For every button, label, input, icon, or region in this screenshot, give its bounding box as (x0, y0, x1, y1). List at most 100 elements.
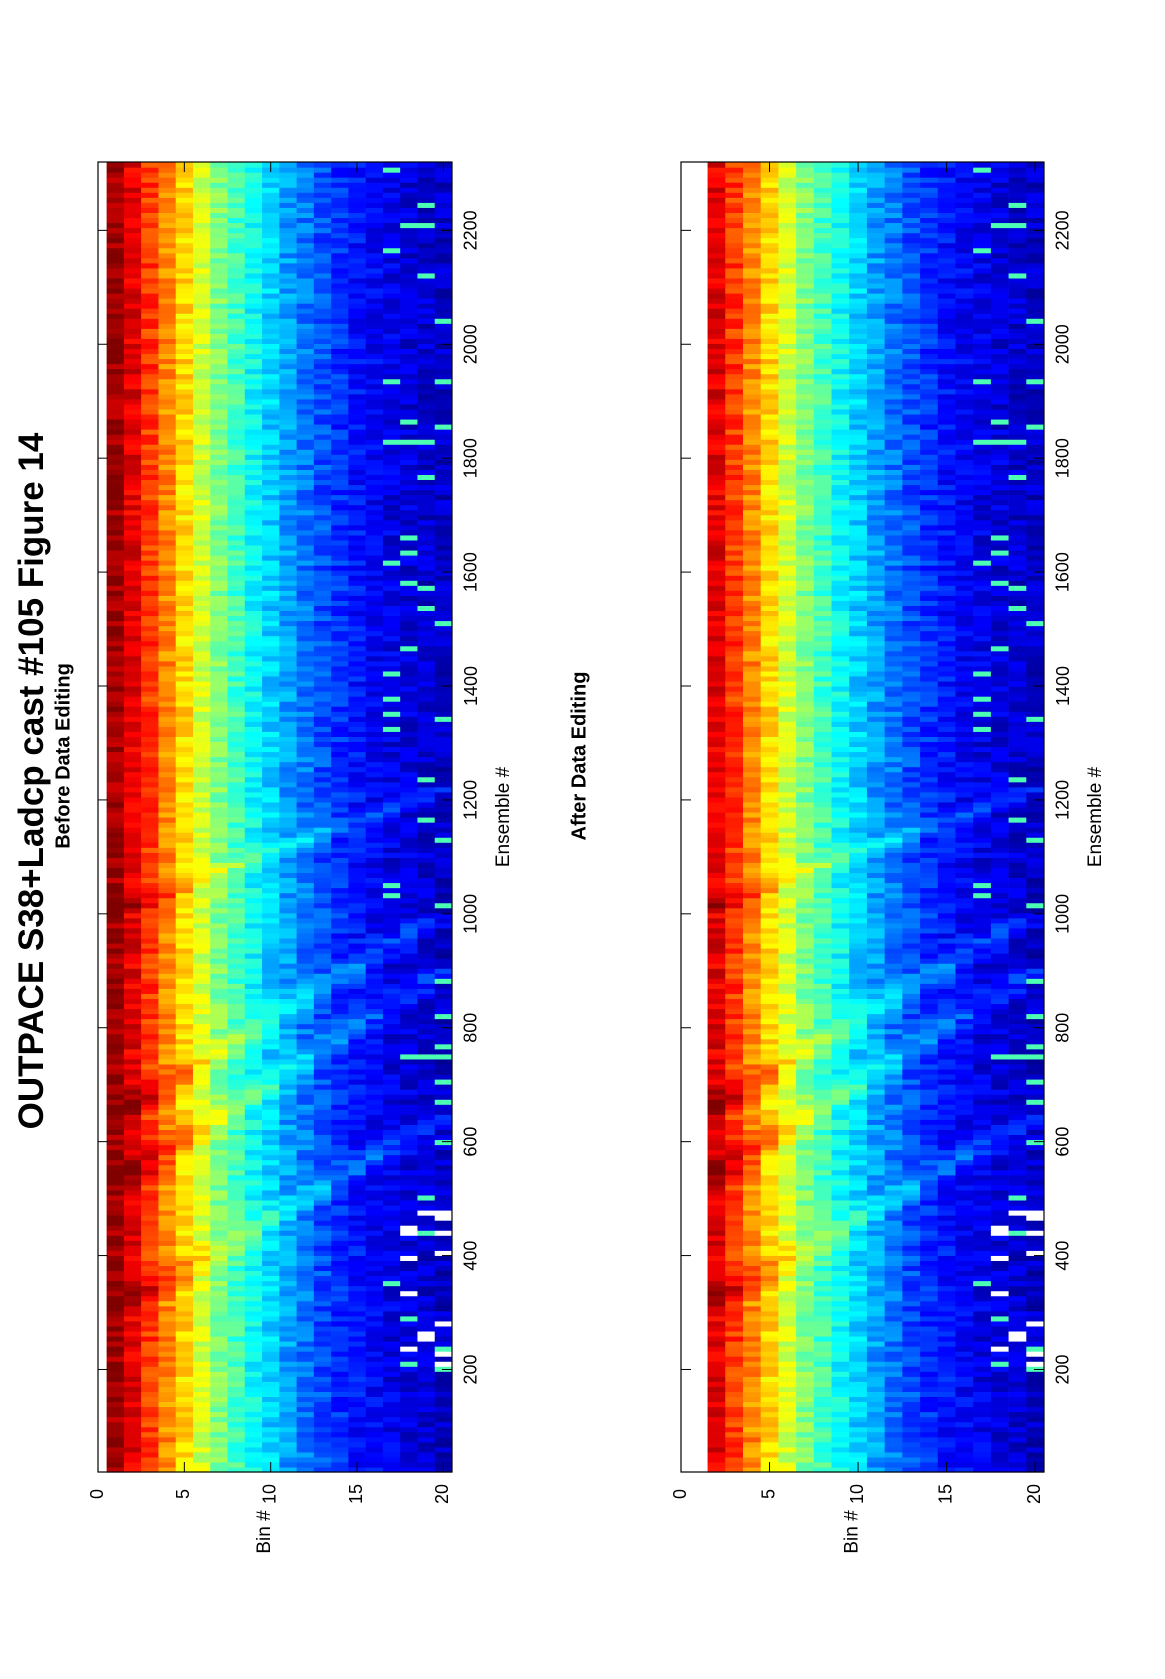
heatmap-cell (365, 267, 384, 274)
heatmap-cell (210, 1245, 228, 1251)
heatmap-cell (175, 832, 194, 838)
heatmap-cell (227, 660, 246, 667)
heatmap-cell (123, 817, 142, 823)
heatmap-cell (106, 776, 125, 783)
heatmap-cell (158, 1310, 177, 1317)
heatmap-cell (158, 479, 177, 486)
heatmap-cell (227, 1401, 246, 1408)
heatmap-cell (331, 434, 349, 440)
heatmap-cell (400, 1204, 418, 1211)
heatmap-cell (365, 1215, 384, 1221)
heatmap-cell (331, 811, 349, 818)
heatmap-cell (192, 544, 211, 551)
heatmap-cell (296, 1320, 315, 1327)
heatmap-cell (244, 736, 263, 743)
heatmap-cell (141, 922, 159, 929)
heatmap-cell (382, 408, 401, 415)
heatmap-cell (296, 771, 315, 778)
heatmap-cell (210, 555, 228, 561)
heatmap-cell (106, 408, 125, 415)
heatmap-cell (192, 1386, 211, 1392)
heatmap-cell (192, 1361, 211, 1367)
heatmap-cell (313, 872, 332, 879)
heatmap-cell (434, 610, 453, 617)
heatmap-cell (262, 1426, 280, 1433)
heatmap-cell (434, 973, 453, 979)
heatmap-cell (417, 555, 436, 561)
heatmap-cell (175, 434, 194, 440)
heatmap-cell (313, 383, 332, 390)
heatmap-cell (331, 1376, 349, 1382)
heatmap-cell (210, 1341, 228, 1347)
heatmap-cell (123, 625, 142, 632)
heatmap-cell (175, 1084, 194, 1090)
heatmap-cell (417, 580, 436, 586)
heatmap-cell (365, 1194, 384, 1201)
heatmap-cell (400, 343, 418, 350)
heatmap-cell (365, 847, 384, 853)
heatmap-cell (244, 1466, 263, 1473)
heatmap-cell (365, 1094, 384, 1100)
heatmap-cell (106, 731, 125, 737)
heatmap-cell (192, 1255, 211, 1261)
heatmap-cell (296, 585, 315, 591)
heatmap-cell (262, 1210, 280, 1216)
heatmap-cell (382, 565, 401, 571)
heatmap-cell (192, 817, 211, 823)
heatmap-cell (262, 1068, 280, 1075)
heatmap-cell (158, 781, 177, 788)
heatmap-cell (141, 817, 159, 823)
heatmap-cell (313, 509, 332, 516)
heatmap-cell (296, 1260, 315, 1267)
heatmap-cell (210, 701, 228, 707)
heatmap-cell (365, 534, 384, 541)
heatmap-cell (417, 549, 436, 556)
heatmap-cell (192, 791, 211, 798)
heatmap-cell (192, 1265, 211, 1272)
heatmap-cell (227, 1280, 246, 1287)
heatmap-cell (296, 1376, 315, 1382)
heatmap-cell (158, 1210, 177, 1216)
heatmap-cell (382, 1330, 401, 1337)
heatmap-cell (123, 1013, 142, 1020)
heatmap-cell (400, 1119, 418, 1125)
heatmap-cell (244, 217, 263, 224)
heatmap-cell (331, 418, 349, 425)
heatmap-cell (175, 620, 194, 627)
heatmap-cell (227, 1084, 246, 1090)
heatmap-cell (262, 242, 280, 249)
heatmap-cell (141, 575, 159, 581)
heatmap-cell (434, 595, 453, 601)
heatmap-cell (210, 691, 228, 697)
heatmap-cell (192, 942, 211, 949)
heatmap-cell (106, 917, 125, 924)
heatmap-cell (400, 937, 418, 944)
heatmap-cell (192, 801, 211, 808)
heatmap-cell (210, 378, 228, 385)
heatmap-cell (158, 635, 177, 642)
heatmap-cell (279, 822, 297, 828)
heatmap-cell (417, 751, 436, 758)
heatmap-cell (158, 555, 177, 561)
heatmap-cell (158, 978, 177, 984)
heatmap-cell (192, 922, 211, 929)
heatmap-cell (417, 1466, 436, 1473)
heatmap-cell (279, 1215, 297, 1221)
heatmap-cell (417, 459, 436, 465)
heatmap-cell (331, 1184, 349, 1191)
heatmap-cell (382, 998, 401, 1005)
heatmap-cell (348, 1159, 366, 1166)
heatmap-cell (400, 1431, 418, 1438)
heatmap-cell (365, 781, 384, 788)
heatmap-cell (313, 1164, 332, 1171)
heatmap-cell (262, 902, 280, 909)
heatmap-cell (313, 565, 332, 571)
heatmap-cell (279, 1275, 297, 1282)
heatmap-cell (400, 786, 418, 793)
heatmap-cell (331, 1154, 349, 1161)
heatmap-cell (141, 968, 159, 974)
heatmap-cell (348, 650, 366, 657)
heatmap-cell (434, 1089, 453, 1095)
heatmap-cell (158, 1305, 177, 1312)
heatmap-cell (210, 655, 228, 662)
